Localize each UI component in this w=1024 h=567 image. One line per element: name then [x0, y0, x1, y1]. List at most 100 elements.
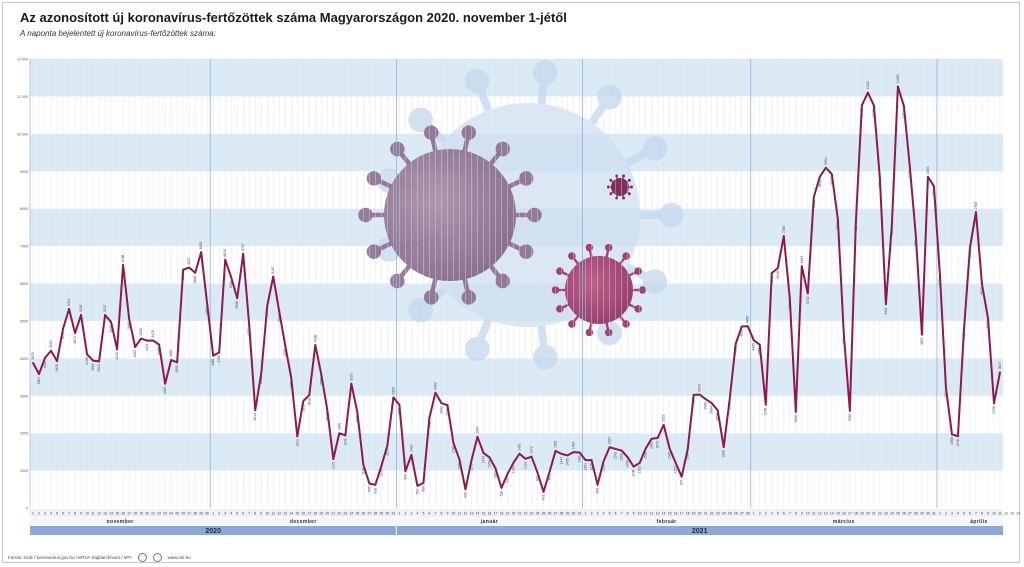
data-label: 1473 — [481, 456, 485, 464]
data-label: 4392 — [734, 347, 738, 355]
data-point — [248, 324, 251, 327]
data-label: 8853 — [926, 166, 930, 174]
month-label: november — [107, 519, 134, 525]
day-tick-label: 27 — [187, 512, 191, 516]
day-tick-label: 28 — [193, 512, 197, 516]
day-tick-label: 27 — [740, 512, 744, 516]
data-label: 7269 — [782, 226, 786, 234]
day-tick-label: 6 — [62, 512, 64, 516]
data-point — [927, 175, 929, 178]
virus-spike-tip — [556, 305, 564, 313]
day-tick-label: 12 — [1004, 512, 1008, 516]
data-point — [680, 475, 683, 478]
data-label: 2955 — [391, 387, 395, 395]
grid-band — [30, 470, 1003, 508]
data-point — [776, 267, 779, 270]
data-label: 7725 — [836, 222, 840, 230]
day-tick-label: 1 — [585, 512, 587, 516]
data-point — [896, 85, 899, 88]
data-point — [236, 297, 239, 300]
day-tick-label: 14 — [289, 512, 293, 516]
day-tick-label: 13 — [1010, 512, 1014, 516]
data-label: 1968 — [950, 437, 954, 445]
data-label: 3023 — [692, 398, 696, 406]
data-point — [746, 325, 749, 328]
data-label: 1903 — [475, 426, 479, 434]
data-point — [794, 411, 797, 413]
day-tick-label: 10 — [806, 512, 810, 516]
day-tick-label: 17 — [494, 512, 498, 516]
day-tick-label: 23 — [343, 512, 347, 516]
data-point — [884, 303, 887, 306]
data-point — [110, 321, 112, 323]
data-label: 5247 — [277, 315, 281, 323]
day-tick-label: 4 — [957, 512, 959, 516]
day-tick-label: 13 — [103, 512, 107, 516]
day-tick-label: 15 — [295, 512, 299, 516]
data-point — [368, 482, 371, 485]
data-point — [350, 382, 353, 385]
data-label: 3926 — [55, 364, 59, 372]
day-tick-label: 15 — [482, 512, 486, 516]
data-point — [800, 265, 803, 268]
virus-spike-tip — [638, 286, 647, 294]
data-label: 1447 — [560, 457, 564, 465]
grid-band — [30, 358, 1003, 396]
data-label: 9094 — [824, 157, 828, 165]
day-tick-label: 31 — [391, 512, 395, 516]
day-tick-label: 22 — [524, 512, 528, 516]
data-point — [386, 444, 389, 447]
data-label: 1588 — [644, 451, 648, 459]
day-tick-label: 14 — [1016, 512, 1020, 516]
data-label: 1852 — [650, 442, 654, 450]
data-label: 6164 — [229, 280, 233, 288]
data-label: 8920 — [830, 177, 834, 185]
data-point — [146, 339, 149, 342]
virus-spike-tip — [423, 290, 439, 305]
virus-body — [384, 149, 516, 281]
data-point — [993, 402, 995, 405]
data-label: 2412 — [427, 421, 431, 429]
data-label: 4338 — [283, 349, 287, 357]
data-point — [434, 391, 437, 394]
day-tick-label: 19 — [506, 512, 510, 516]
data-point — [512, 461, 515, 464]
day-tick-label: 1 — [32, 512, 34, 516]
data-label: 1106 — [632, 469, 636, 476]
mti-logo-icon — [137, 553, 147, 562]
day-tick-label: 1 — [939, 512, 941, 516]
day-tick-label: 29 — [920, 512, 924, 516]
data-label: 6427 — [187, 257, 191, 265]
virus-spike-tip — [390, 273, 405, 289]
data-point — [194, 271, 197, 274]
day-tick-label: 26 — [734, 512, 738, 516]
y-tick-label: 9000 — [20, 170, 28, 174]
data-label: 4673 — [73, 336, 77, 344]
data-point — [650, 437, 653, 440]
data-point — [212, 354, 215, 357]
data-label: 10757 — [872, 108, 876, 117]
data-point — [494, 467, 497, 470]
day-tick-label: 4 — [230, 512, 232, 516]
day-tick-label: 28 — [560, 512, 564, 516]
day-tick-label: 12 — [277, 512, 281, 516]
data-label: 4012 — [43, 361, 47, 369]
data-label: 5447 — [884, 307, 888, 315]
virus-spike-tip — [495, 141, 510, 157]
data-label: 4859 — [746, 316, 750, 324]
data-label: 1941 — [343, 438, 347, 446]
virus-spike-tip — [622, 196, 626, 200]
data-label: 1451 — [518, 443, 522, 451]
data-label: 2798 — [992, 406, 996, 414]
data-label: 4877 — [247, 328, 251, 336]
virus-spike-tip — [622, 252, 630, 260]
footer: Forrás: ecdc / koronavirus.gov.hu / MTVA… — [8, 553, 191, 562]
data-point — [644, 447, 647, 450]
data-label: 4763 — [962, 333, 966, 341]
data-point — [182, 268, 185, 271]
day-tick-label: 9 — [987, 512, 989, 516]
data-point — [902, 105, 905, 107]
data-label: 1281 — [584, 463, 588, 471]
day-tick-label: 12 — [650, 512, 654, 516]
data-point — [326, 409, 329, 411]
